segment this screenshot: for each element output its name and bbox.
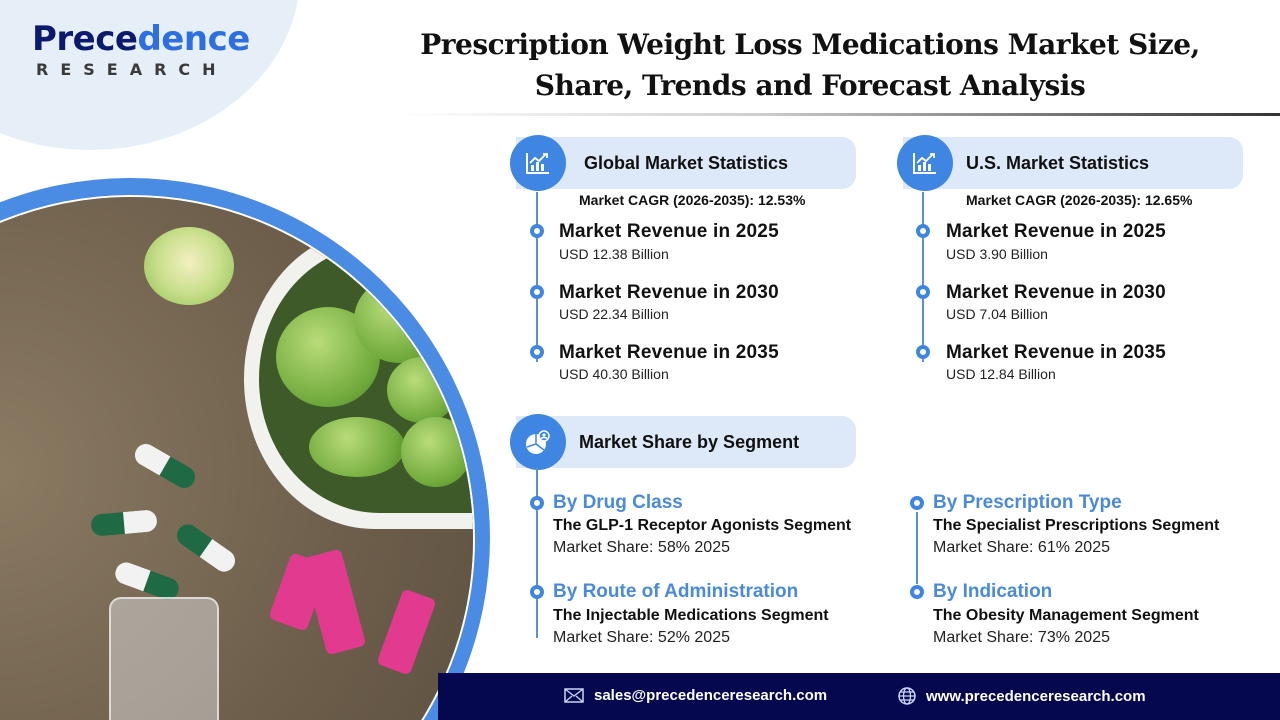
timeline-bullet-icon — [530, 496, 544, 510]
timeline-bullet-icon — [916, 285, 930, 299]
global-cagr: Market CAGR (2026-2035): 12.53% — [579, 192, 806, 208]
page-title: Prescription Weight Loss Medications Mar… — [370, 24, 1250, 106]
footer-bar: sales@precedenceresearch.com www.precede… — [438, 673, 1280, 720]
timeline-bullet-icon — [910, 585, 924, 599]
logo-wordmark-prefix: Prece — [32, 19, 138, 59]
us-stats-header: U.S. Market Statistics — [897, 135, 1243, 191]
sprout-image — [309, 417, 405, 477]
segments-header: Market Share by Segment — [510, 414, 856, 470]
us-revenue-2030-label: Market Revenue in 2030 — [946, 282, 1166, 303]
sprout-half-image — [144, 227, 234, 305]
timeline-bullet-icon — [530, 345, 544, 359]
global-stats-heading: Global Market Statistics — [584, 152, 789, 173]
timeline-bullet-icon — [916, 224, 930, 238]
sprout-image — [387, 357, 457, 423]
segment-prescription-type-share: Market Share: 61% 2025 — [933, 539, 1110, 556]
segment-prescription-type-name: The Specialist Prescriptions Segment — [933, 517, 1220, 534]
timeline-bullet-icon — [916, 345, 930, 359]
title-divider — [400, 113, 1280, 116]
us-timeline-line — [922, 192, 924, 362]
segment-route-title: By Route of Administration — [553, 581, 799, 602]
global-revenue-2035-label: Market Revenue in 2035 — [559, 342, 779, 363]
logo-wordmark-suffix: dence — [137, 19, 250, 59]
global-revenue-2035-value: USD 40.30 Billion — [559, 366, 669, 382]
global-revenue-2030-value: USD 22.34 Billion — [559, 306, 669, 322]
segments-heading: Market Share by Segment — [579, 431, 800, 452]
logo: Precedence RESEARCH — [32, 22, 250, 79]
segments-timeline-line-left — [536, 468, 538, 638]
segment-prescription-type-title: By Prescription Type — [933, 492, 1122, 513]
footer-website[interactable]: www.precedenceresearch.com — [898, 687, 1146, 705]
bar-chart-growth-icon — [510, 135, 566, 191]
us-revenue-2035-value: USD 12.84 Billion — [946, 366, 1056, 382]
logo-subtitle: RESEARCH — [36, 60, 228, 79]
timeline-bullet-icon — [530, 224, 544, 238]
segments-timeline-line-right — [916, 512, 918, 584]
globe-icon — [898, 687, 916, 705]
global-stats-header: Global Market Statistics — [510, 135, 856, 191]
segment-indication-title: By Indication — [933, 581, 1053, 602]
bar-chart-growth-icon — [897, 135, 953, 191]
global-timeline-line — [536, 192, 538, 362]
timeline-bullet-icon — [910, 496, 924, 510]
us-revenue-2025-value: USD 3.90 Billion — [946, 246, 1048, 262]
sprout-image — [401, 417, 471, 487]
segment-route-share: Market Share: 52% 2025 — [553, 629, 730, 646]
pie-chart-person-icon — [510, 414, 566, 470]
segment-drug-class-title: By Drug Class — [553, 492, 683, 513]
timeline-bullet-icon — [530, 585, 544, 599]
global-revenue-2030-label: Market Revenue in 2030 — [559, 282, 779, 303]
us-revenue-2035-label: Market Revenue in 2035 — [946, 342, 1166, 363]
segment-indication-share: Market Share: 73% 2025 — [933, 629, 1110, 646]
us-stats-heading: U.S. Market Statistics — [966, 152, 1150, 173]
segment-drug-class-name: The GLP-1 Receptor Agonists Segment — [553, 517, 852, 534]
logo-wordmark: Precedence — [32, 22, 250, 56]
envelope-icon — [564, 688, 584, 703]
sprout-image — [354, 277, 444, 363]
pill-bottle-image — [109, 597, 219, 720]
segment-indication-name: The Obesity Management Segment — [933, 607, 1199, 624]
global-revenue-2025-label: Market Revenue in 2025 — [559, 221, 779, 242]
footer-email-text[interactable]: sales@precedenceresearch.com — [594, 687, 828, 704]
global-revenue-2025-value: USD 12.38 Billion — [559, 246, 669, 262]
hero-photo — [0, 195, 475, 720]
page-title-line-1: Prescription Weight Loss Medications Mar… — [420, 28, 1200, 61]
segment-route-name: The Injectable Medications Segment — [553, 607, 829, 624]
footer-email[interactable]: sales@precedenceresearch.com — [564, 687, 827, 704]
us-cagr: Market CAGR (2026-2035): 12.65% — [966, 192, 1193, 208]
page-title-line-2: Share, Trends and Forecast Analysis — [534, 69, 1086, 102]
footer-website-text[interactable]: www.precedenceresearch.com — [926, 687, 1146, 705]
segment-drug-class-share: Market Share: 58% 2025 — [553, 539, 730, 556]
us-revenue-2030-value: USD 7.04 Billion — [946, 306, 1048, 322]
timeline-bullet-icon — [530, 285, 544, 299]
us-revenue-2025-label: Market Revenue in 2025 — [946, 221, 1166, 242]
